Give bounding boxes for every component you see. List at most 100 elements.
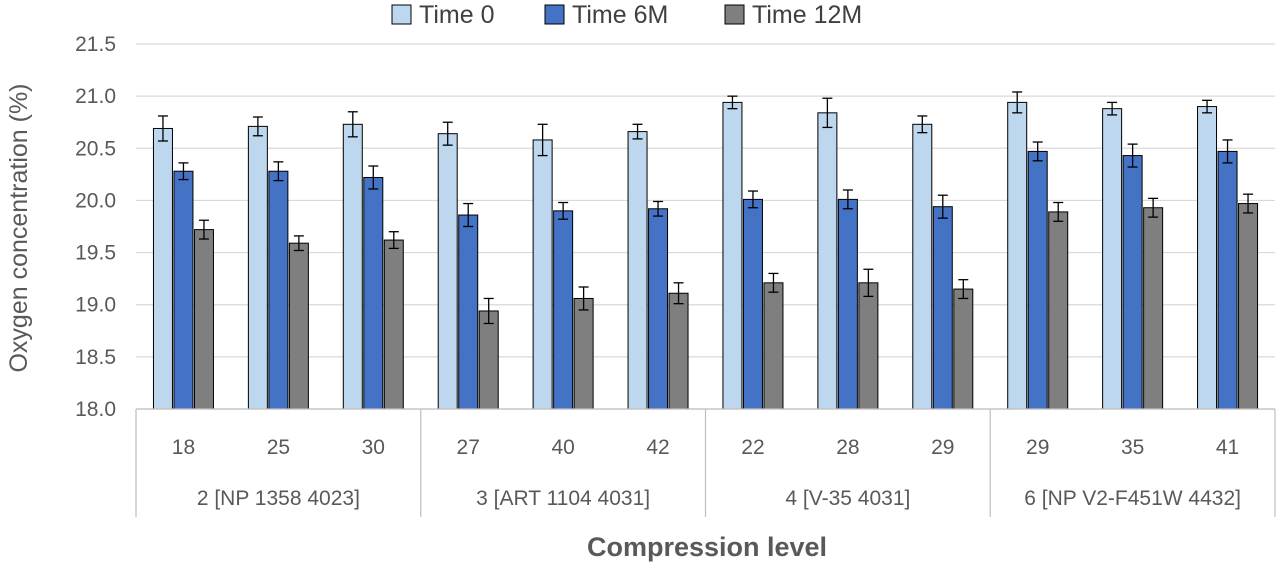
- bar: [288, 242, 309, 410]
- x-tick-label: 40: [551, 436, 574, 459]
- error-bar: [653, 200, 664, 217]
- error-bar: [1243, 193, 1254, 214]
- bar: [817, 112, 838, 410]
- bar: [742, 198, 763, 410]
- x-tick-label: 29: [1026, 436, 1049, 459]
- error-bar: [293, 235, 304, 252]
- error-bars: [157, 91, 1254, 325]
- error-bar: [632, 123, 643, 140]
- legend-label: Time 0: [419, 1, 494, 29]
- y-tick-label: 20.0: [75, 189, 116, 212]
- error-bar: [558, 201, 569, 220]
- error-bar: [157, 115, 168, 142]
- error-bar: [537, 123, 548, 157]
- bar: [1197, 106, 1218, 410]
- gridlines: [136, 43, 1275, 410]
- bar: [342, 123, 363, 410]
- group-label: 3 [ART 1104 4031]: [476, 487, 650, 510]
- error-bar: [252, 116, 263, 137]
- group-label: 2 [NP 1358 4023]: [197, 487, 360, 510]
- bar: [668, 292, 689, 410]
- x-axis: 18 25 30 27 40 42 22 28 29 29 35 41 2 [NP 1358 4023]…: [135, 408, 1276, 517]
- bar: [912, 123, 933, 410]
- group-label: 6 [NP V2-F451W 4432]: [1024, 487, 1241, 510]
- bar: [193, 229, 214, 410]
- error-bar: [442, 121, 453, 146]
- error-bar: [273, 161, 284, 182]
- y-axis-ticks: 18.0 18.5 19.0 19.5 20.0 20.5 21.0 21.5: [75, 33, 116, 421]
- legend-swatch: [544, 4, 565, 25]
- bar: [152, 127, 173, 410]
- bar: [268, 170, 289, 410]
- x-tick-label: 42: [646, 436, 669, 459]
- bar: [858, 282, 879, 410]
- error-bar: [673, 282, 684, 305]
- bar: [837, 198, 858, 410]
- bar: [573, 297, 594, 410]
- x-tick-label: 22: [741, 436, 764, 459]
- error-bar: [1032, 141, 1043, 162]
- legend-label: Time 12M: [752, 1, 862, 29]
- error-bar: [1127, 143, 1138, 168]
- bar: [1217, 150, 1238, 410]
- error-bar: [822, 97, 833, 129]
- error-bar: [1053, 201, 1064, 222]
- error-bar: [483, 297, 494, 325]
- legend-swatch: [391, 4, 412, 25]
- bar: [363, 176, 384, 410]
- error-bar: [958, 279, 969, 300]
- error-bar: [727, 95, 738, 110]
- bar: [763, 282, 784, 410]
- bar: [1122, 155, 1143, 410]
- legend-item: Time 0: [391, 1, 494, 29]
- bar: [458, 214, 479, 410]
- error-bar: [388, 231, 399, 250]
- error-bar: [1148, 197, 1159, 218]
- y-tick-label: 20.5: [75, 137, 116, 160]
- error-bar: [1107, 101, 1118, 116]
- error-bar: [863, 268, 874, 298]
- x-tick-label: 25: [267, 436, 290, 459]
- y-axis-label: Oxygen concentration (%): [5, 83, 33, 372]
- x-tick-label: 18: [172, 436, 195, 459]
- bar: [173, 170, 194, 410]
- bar: [648, 208, 669, 410]
- bar: [532, 139, 553, 410]
- bar: [722, 101, 743, 410]
- bar: [553, 210, 574, 410]
- legend-item: Time 6M: [544, 1, 668, 29]
- error-bar: [463, 202, 474, 228]
- bar: [478, 310, 499, 410]
- bar: [627, 131, 648, 410]
- y-tick-label: 21.0: [75, 85, 116, 108]
- error-bar: [937, 194, 948, 219]
- error-bar: [917, 115, 928, 134]
- bar: [1238, 203, 1259, 410]
- error-bar: [178, 162, 189, 181]
- y-tick-label: 18.0: [75, 398, 116, 421]
- x-tick-label: 35: [1121, 436, 1144, 459]
- bar: [1007, 101, 1028, 410]
- x-tick-label: 27: [457, 436, 480, 459]
- bar: [1048, 211, 1069, 410]
- y-tick-label: 18.5: [75, 346, 116, 369]
- x-tick-label: 29: [931, 436, 954, 459]
- bar: [383, 239, 404, 410]
- x-tick-label: 28: [836, 436, 859, 459]
- bar: [247, 125, 268, 410]
- bar: [1143, 207, 1164, 410]
- bar: [1027, 150, 1048, 410]
- bar: [437, 133, 458, 410]
- bar: [953, 288, 974, 410]
- error-bar: [1012, 91, 1023, 114]
- legend-item: Time 12M: [724, 1, 862, 29]
- x-axis-label: Compression level: [587, 532, 827, 562]
- error-bar: [1222, 139, 1233, 164]
- error-bar: [842, 189, 853, 210]
- legend: Time 0 Time 6M Time 12M: [391, 1, 862, 29]
- x-tick-label: 30: [362, 436, 385, 459]
- legend-swatch: [724, 4, 745, 25]
- error-bar: [578, 286, 589, 311]
- error-bar: [1202, 99, 1213, 114]
